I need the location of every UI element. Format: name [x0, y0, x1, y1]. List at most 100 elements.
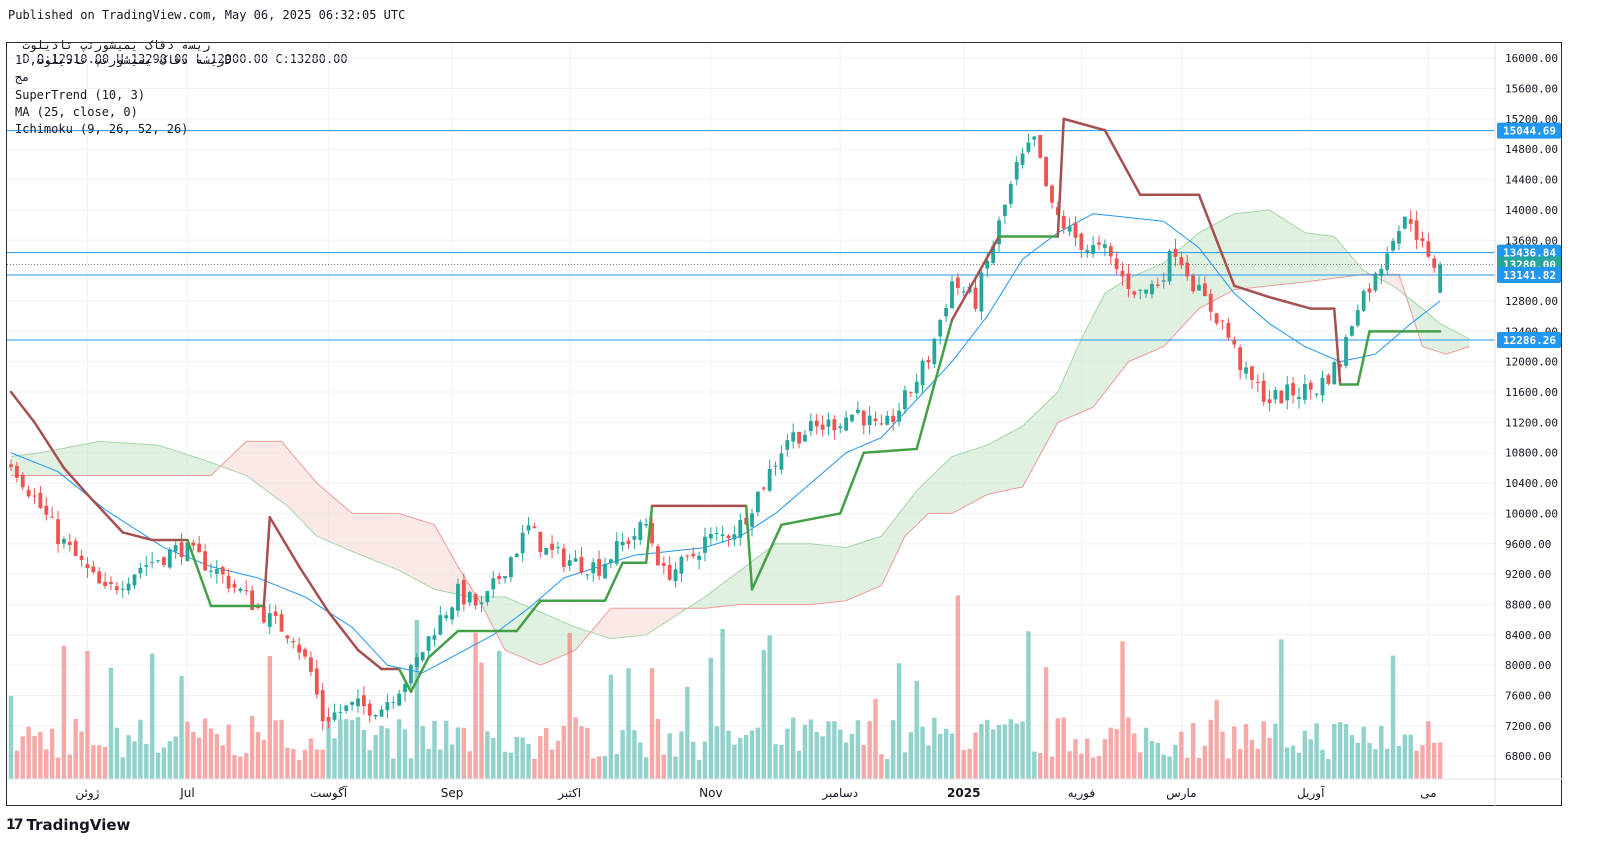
candle-body — [1426, 241, 1431, 257]
candle-body — [720, 534, 725, 536]
volume-bar — [1179, 731, 1184, 779]
volume-bar — [314, 749, 320, 779]
candle-body — [832, 419, 837, 431]
volume-bar — [549, 749, 555, 779]
supertrend-line-down — [62, 466, 89, 496]
supertrend-line-up — [862, 447, 918, 454]
volume-bar — [1343, 723, 1349, 779]
candle-body — [714, 532, 719, 534]
candle-body — [532, 526, 537, 529]
candle-body — [603, 563, 607, 579]
volume-bar — [1108, 727, 1113, 779]
volume-bar — [526, 743, 531, 779]
volume-bar — [973, 732, 978, 779]
supertrend-line-up — [603, 561, 624, 602]
price-label-badge[interactable] — [1497, 122, 1561, 139]
volume-bar — [320, 749, 325, 779]
candle-body — [56, 519, 60, 545]
volume-bar — [191, 731, 196, 779]
candle-body — [944, 307, 949, 317]
candle-body — [209, 570, 213, 572]
candle-body — [191, 542, 196, 546]
volume-bar — [1032, 751, 1037, 779]
volume-bar — [132, 741, 137, 779]
volume-bar — [208, 728, 214, 779]
legend-ma[interactable]: MA (25, close, 0) — [15, 105, 138, 119]
price-tick-label: 12800.00 — [1505, 295, 1558, 308]
volume-bar — [979, 723, 984, 779]
candle-body — [1067, 226, 1072, 232]
volume-bar — [691, 741, 696, 779]
legend-supertrend[interactable]: SuperTrend (10, 3) — [15, 88, 146, 102]
candle-body — [1397, 231, 1401, 244]
price-label-badge[interactable] — [1497, 267, 1561, 284]
volume-bar — [843, 742, 849, 779]
candle-body — [1273, 390, 1278, 400]
candle-body — [685, 555, 690, 557]
volume-bar — [1373, 749, 1378, 779]
price-chart[interactable]: 16000.00 15600.00 15200.00 14800.00 14400.00… — [7, 43, 1563, 807]
volume-bar — [779, 744, 784, 779]
candle-body — [1191, 275, 1196, 292]
candle-body — [520, 532, 525, 554]
candle-body — [261, 606, 266, 623]
volume-bar — [1038, 753, 1043, 779]
volume-bar — [185, 721, 190, 779]
supertrend-line-up — [186, 538, 213, 608]
volume-bar — [1208, 719, 1213, 779]
volume-bar — [596, 756, 602, 779]
candle-body — [803, 434, 807, 442]
ichimoku-cloud-bullish — [475, 595, 588, 666]
candle-body — [50, 516, 55, 518]
volume-bar — [802, 724, 808, 779]
candle-body — [738, 520, 743, 538]
volume-bar — [91, 745, 96, 779]
volume-bar — [714, 726, 719, 779]
volume-bar — [1367, 742, 1372, 779]
volume-bar — [1073, 739, 1078, 779]
candle-body — [332, 712, 337, 720]
candle-body — [667, 564, 672, 580]
candle-body — [732, 534, 737, 540]
candle-body — [1408, 219, 1413, 224]
volume-bar — [1190, 722, 1196, 779]
candle-body — [1420, 238, 1425, 242]
candle-body — [526, 525, 531, 531]
volume-bar — [908, 732, 914, 779]
candle-body — [1161, 280, 1166, 282]
candle-body — [267, 613, 272, 627]
volume-bar — [44, 749, 49, 779]
legend-ichimoku[interactable]: Ichimoku (9, 26, 52, 26) — [15, 122, 189, 136]
candle-body — [1338, 364, 1343, 367]
price-tick-label: 11600.00 — [1505, 386, 1558, 399]
candle-body — [820, 424, 825, 430]
volume-bar — [332, 738, 337, 779]
candle-body — [291, 641, 296, 643]
volume-bar — [1214, 700, 1219, 779]
volume-bar — [20, 736, 25, 779]
volume-bar — [1396, 745, 1402, 779]
candle-body — [1238, 347, 1243, 371]
volume-bar — [8, 696, 14, 779]
candle-body — [503, 576, 507, 579]
volume-bar — [943, 728, 949, 779]
candle-body — [567, 560, 572, 566]
candle-body — [850, 414, 854, 422]
price-tick-label: 10800.00 — [1505, 447, 1558, 460]
supertrend-line-down — [327, 610, 360, 652]
candle-body — [185, 542, 190, 562]
candle-body — [109, 581, 113, 584]
price-label-badge[interactable] — [1497, 331, 1561, 348]
volume-bar — [849, 733, 855, 779]
candle-body — [632, 535, 637, 540]
candle-body — [244, 590, 249, 592]
volume-bar — [196, 737, 202, 779]
chart-frame[interactable]: 16000.00 15600.00 15200.00 14800.00 14400.00… — [6, 42, 1563, 807]
volume-bar — [214, 733, 220, 779]
volume-bar — [1402, 734, 1408, 779]
tradingview-logo[interactable]: 𝟭𝟳 TradingView — [6, 816, 130, 834]
volume-bar — [1185, 757, 1190, 779]
candle-body — [585, 574, 590, 576]
volume-bar — [1426, 721, 1431, 779]
candle-body — [861, 410, 866, 426]
